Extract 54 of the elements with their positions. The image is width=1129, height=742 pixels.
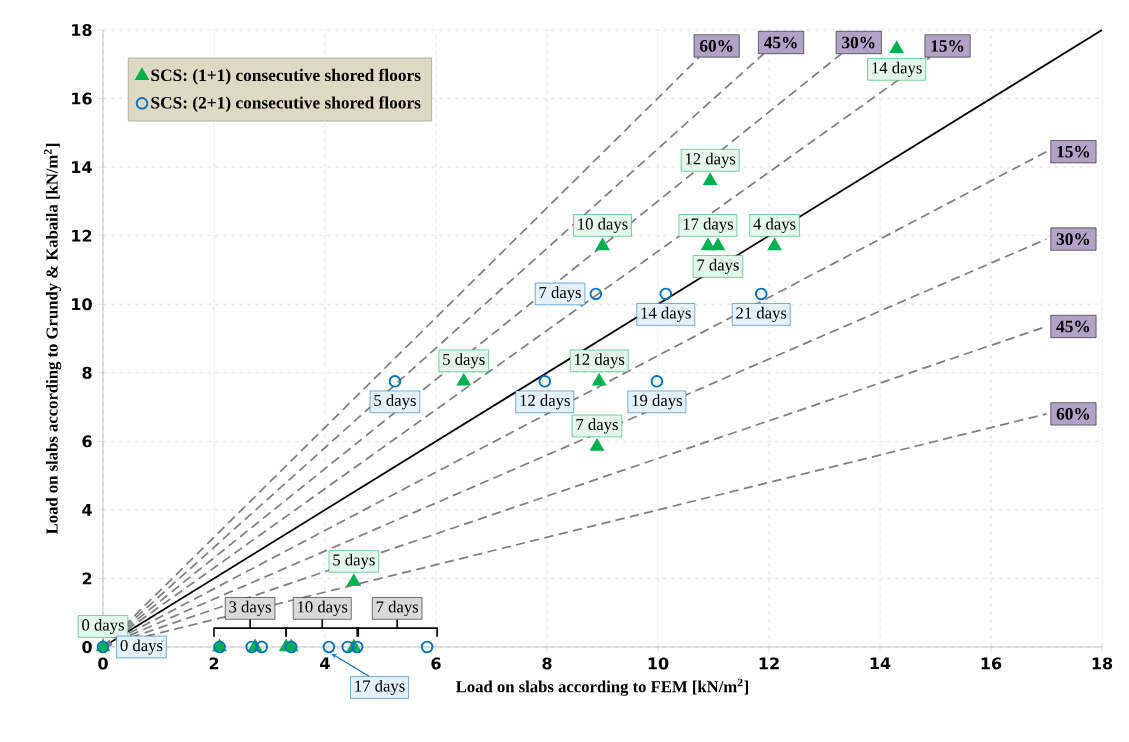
x-tick-label: 0 xyxy=(98,657,108,670)
series-label: 30% xyxy=(1056,233,1090,245)
series-label: 45% xyxy=(763,36,797,49)
annotation: 7 days xyxy=(697,258,739,275)
x-tick-label: 12 xyxy=(759,657,779,670)
annotation: 5 days xyxy=(374,394,416,410)
series-label: 60% xyxy=(699,40,733,52)
annotation: 14 days xyxy=(641,306,691,323)
annotation: 0 days xyxy=(82,618,124,635)
annotation: 0 days xyxy=(120,639,163,655)
annotation: 17 days xyxy=(355,679,405,696)
x-tick-label: 4 xyxy=(320,657,330,670)
annotation: 7 days xyxy=(576,418,618,434)
annotation: 12 days xyxy=(520,394,570,410)
annotation: 5 days xyxy=(443,353,485,369)
annotation: 17 days xyxy=(683,217,734,234)
y-tick-label: 4 xyxy=(82,504,92,516)
series-label: 60% xyxy=(1056,408,1090,420)
y-tick-label: 2 xyxy=(82,572,92,585)
y-tick-label: 10 xyxy=(72,298,92,311)
x-tick-label: 16 xyxy=(981,657,1002,670)
series-label: 15% xyxy=(1057,145,1090,158)
legend-label: SCS: (1+1) consecutive shored floors xyxy=(151,68,421,85)
annotation: 12 days xyxy=(685,152,736,168)
y-tick-label: 0 xyxy=(82,640,92,654)
x-tick-label: 8 xyxy=(542,657,552,670)
x-tick-label: 18 xyxy=(1092,657,1113,670)
annotation: 5 days xyxy=(333,553,375,569)
series-label: 30% xyxy=(842,36,875,49)
annotation: 3 days xyxy=(229,600,271,616)
series-label: 15% xyxy=(931,40,964,52)
y-tick-label: 6 xyxy=(82,435,92,448)
annotation: 7 days xyxy=(539,286,581,302)
annotation: 14 days xyxy=(872,61,922,77)
x-tick-label: 10 xyxy=(648,657,669,670)
series-label: 45% xyxy=(1056,320,1090,333)
y-tick-label: 8 xyxy=(82,366,92,379)
annotation: 21 days xyxy=(736,306,787,323)
x-axis-title: Load on slabs according to FEM [kN/m$^{2}$] xyxy=(456,678,749,696)
annotation: 19 days xyxy=(632,394,682,410)
annotation: 12 days xyxy=(574,353,625,369)
y-tick-label: 16 xyxy=(72,92,92,105)
x-tick-label: 2 xyxy=(209,657,219,670)
y-tick-label: 14 xyxy=(72,161,92,173)
annotation: 4 days xyxy=(753,217,796,234)
legend-label: SCS: (2+1) consecutive shored floors xyxy=(151,96,421,113)
annotation: 10 days xyxy=(298,600,348,616)
y-tick-label: 12 xyxy=(72,229,92,242)
annotation: 7 days xyxy=(376,600,419,616)
annotation: 10 days xyxy=(578,217,628,234)
x-tick-label: 14 xyxy=(870,657,891,670)
y-tick-label: 18 xyxy=(72,23,92,37)
y-axis-title: Load on slabs according to Grundy & Kabaila [kN/m$^{2}$] xyxy=(43,143,62,535)
x-tick-label: 6 xyxy=(431,657,441,670)
